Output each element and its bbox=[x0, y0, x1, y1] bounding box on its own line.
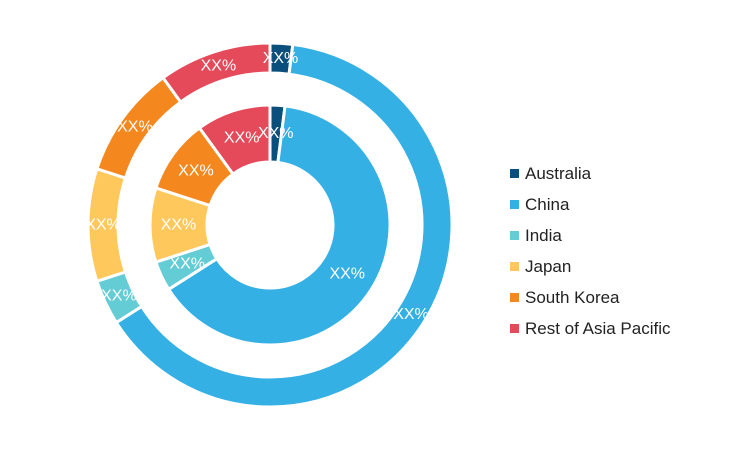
outer-label-south-korea: XX% bbox=[117, 118, 153, 135]
inner-label-india: XX% bbox=[169, 255, 205, 272]
outer-label-australia: XX% bbox=[263, 50, 299, 67]
legend-label: Australia bbox=[525, 163, 592, 183]
outer-label-rest-of-asia-pacific: XX% bbox=[201, 58, 237, 75]
legend-label: Japan bbox=[525, 256, 572, 276]
legend-label: China bbox=[525, 194, 570, 214]
outer-label-china: XX% bbox=[393, 306, 429, 323]
donut-slices bbox=[86, 41, 454, 409]
legend-swatch bbox=[510, 169, 519, 178]
legend-swatch bbox=[510, 231, 519, 240]
legend-item-rest-of-asia-pacific: Rest of Asia Pacific bbox=[510, 313, 671, 344]
inner-slice-rest-of-asia-pacific bbox=[197, 103, 272, 177]
outer-slice-rest-of-asia-pacific bbox=[160, 41, 272, 105]
legend-label: India bbox=[525, 225, 562, 245]
inner-label-japan: XX% bbox=[161, 217, 197, 234]
legend-item-india: India bbox=[510, 220, 671, 251]
outer-label-japan: XX% bbox=[85, 217, 121, 234]
outer-slice-china bbox=[114, 42, 454, 409]
inner-label-south-korea: XX% bbox=[178, 163, 214, 180]
legend-item-australia: Australia bbox=[510, 158, 671, 189]
legend-swatch bbox=[510, 324, 519, 333]
inner-label-china: XX% bbox=[329, 266, 365, 283]
inner-label-australia: XX% bbox=[258, 125, 294, 142]
legend-item-south-korea: South Korea bbox=[510, 282, 671, 313]
legend-label: Rest of Asia Pacific bbox=[525, 318, 671, 338]
legend-item-china: China bbox=[510, 189, 671, 220]
outer-label-india: XX% bbox=[101, 288, 137, 305]
legend-item-japan: Japan bbox=[510, 251, 671, 282]
legend-swatch bbox=[510, 293, 519, 302]
donut-data-labels: XX%XX%XX%XX%XX%XX%XX%XX%XX%XX%XX%XX% bbox=[85, 50, 429, 323]
inner-slice-china bbox=[166, 104, 392, 347]
inner-label-rest-of-asia-pacific: XX% bbox=[224, 129, 260, 146]
chart-legend: Australia China India Japan South Korea Rest … bbox=[510, 158, 671, 344]
legend-swatch bbox=[510, 200, 519, 209]
legend-swatch bbox=[510, 262, 519, 271]
legend-label: South Korea bbox=[525, 287, 620, 307]
